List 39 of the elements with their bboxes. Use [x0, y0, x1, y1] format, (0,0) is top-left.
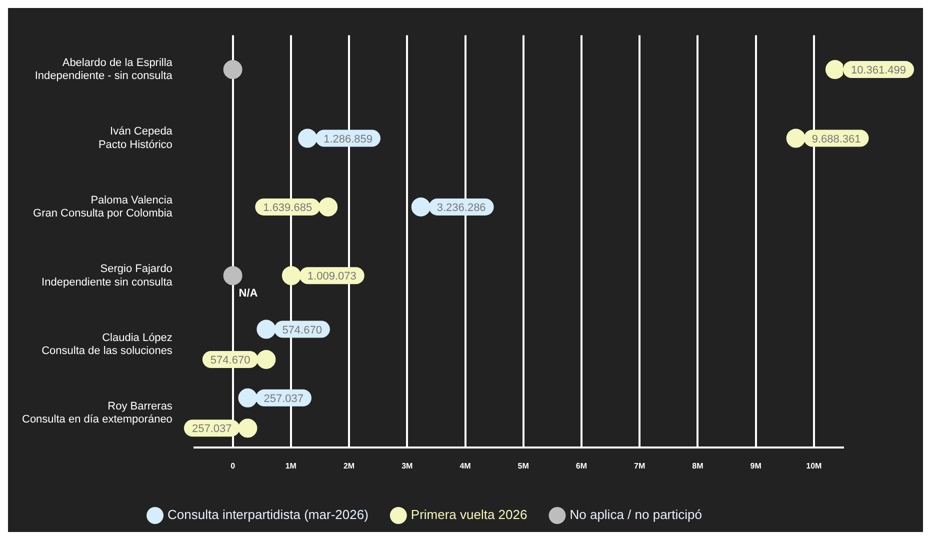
point — [411, 197, 430, 216]
point — [318, 197, 338, 216]
x-tick-label: 1M — [285, 461, 297, 470]
point — [282, 266, 301, 286]
y-tick-label: Roy Barreras Consulta en día extemporáneo — [22, 400, 173, 426]
x-tick-label: 2M — [343, 461, 355, 470]
data-label: 1.286.859 — [324, 133, 373, 146]
x-tick-label: 0 — [230, 461, 236, 470]
x-tick-label: 4M — [460, 461, 472, 470]
y-tick-label: Claudia López Consulta de las soluciones — [42, 332, 173, 357]
point — [298, 128, 318, 148]
data-label: 257.037 — [264, 392, 304, 405]
x-tick-label: 6M — [576, 461, 588, 470]
data-label: 10.361.499 — [850, 64, 906, 77]
y-tick-label: Abelardo de la Esprilla Independiente - sin consulta — [34, 56, 174, 82]
x-tick-label: 9M — [750, 461, 762, 470]
point — [223, 266, 242, 286]
legend-label: Consulta interpartidista (mar-2026) — [168, 507, 368, 522]
data-label: 257.037 — [192, 423, 232, 436]
x-tick-label: 10M — [806, 461, 822, 470]
x-tick-label: 5M — [518, 461, 530, 470]
data-label: 3.236.286 — [436, 202, 486, 214]
x-tick-label: 7M — [634, 461, 646, 470]
data-label: 1.639.685 — [263, 202, 312, 214]
point — [825, 60, 843, 80]
data-label: 9.688.361 — [812, 133, 861, 146]
data-label: 1.009.073 — [307, 270, 356, 283]
y-tick-label: Iván Cepeda Pacto Histórico — [98, 126, 174, 151]
point — [786, 128, 806, 148]
data-label: 574.670 — [210, 354, 250, 366]
data-label: 574.670 — [282, 324, 322, 336]
legend-label: No aplica / no participó — [570, 507, 702, 522]
point — [223, 60, 242, 80]
x-tick-label: 3M — [402, 461, 414, 470]
annotation: N/A — [238, 288, 258, 300]
y-tick-label: Sergio Fajardo Independiente sin consulta — [42, 263, 174, 288]
y-tick-label: Paloma Valencia Gran Consulta por Colombia — [33, 194, 174, 220]
x-tick-label: 8M — [692, 461, 704, 470]
legend-label: Primera vuelta 2026 — [410, 507, 528, 522]
